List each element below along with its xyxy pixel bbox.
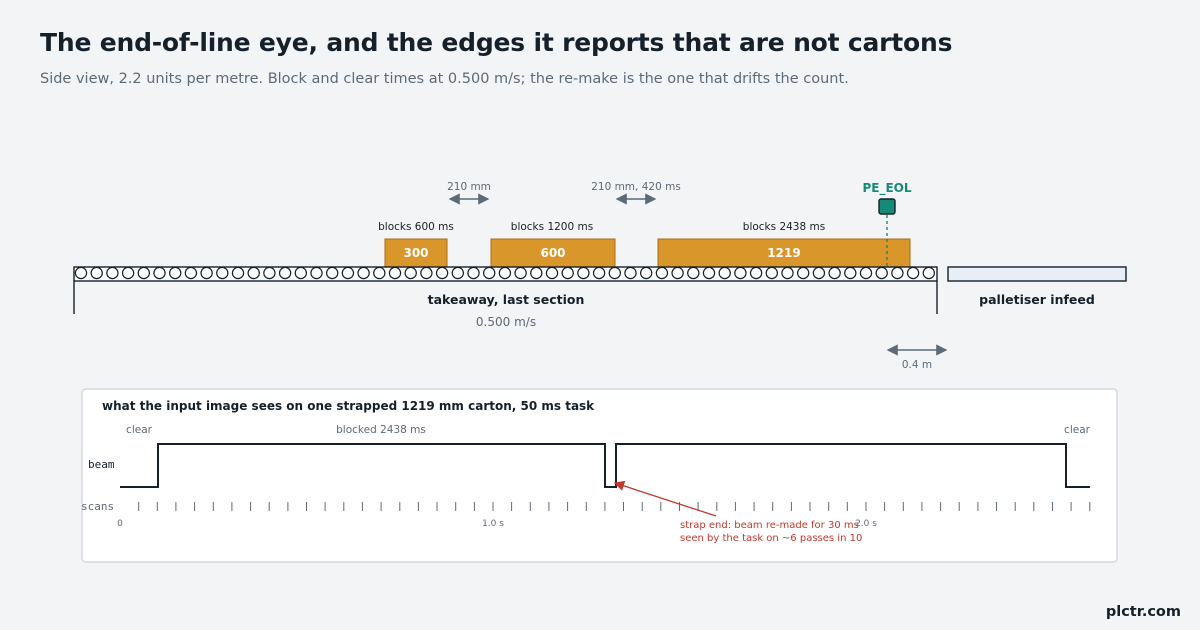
roller <box>624 266 637 280</box>
roller <box>326 266 339 280</box>
roller <box>530 266 543 280</box>
roller <box>545 266 559 280</box>
gap-label-2: 210 mm, 420 ms <box>591 181 681 193</box>
roller <box>74 266 88 280</box>
carton-block-label-2: blocks 1200 ms <box>511 221 593 233</box>
axis-tick-0: 0 <box>117 519 123 529</box>
roller <box>797 266 810 280</box>
scans-label: scans <box>81 500 114 513</box>
clear-label-left: clear <box>126 424 153 436</box>
roller <box>435 266 449 280</box>
roller <box>577 266 590 280</box>
roller <box>812 266 826 280</box>
roller <box>168 266 182 280</box>
roller <box>247 266 260 280</box>
roller <box>859 266 873 280</box>
roller <box>906 266 920 280</box>
roller <box>216 266 229 280</box>
roller <box>106 266 119 280</box>
roller <box>184 266 198 280</box>
roller <box>278 266 292 280</box>
clear-label-right: clear <box>1064 424 1091 436</box>
speed-label: 0.500 m/s <box>476 315 536 329</box>
strap-annotation-arrow <box>613 480 717 517</box>
carton-2 <box>490 238 616 268</box>
axis-tick-2s: 2.0 s <box>855 519 877 529</box>
carton-length-label-1: 300 <box>403 246 428 260</box>
strap-note-line1: strap end: beam re-made for 30 ms <box>680 520 859 531</box>
strap-note-line2: seen by the task on ~6 passes in 10 <box>680 533 862 544</box>
roller <box>828 266 841 280</box>
roller <box>153 266 166 280</box>
conveyor-rollers <box>74 266 936 280</box>
carton-1 <box>384 238 448 268</box>
roller <box>875 266 888 280</box>
carton-block-label-3: blocks 2438 ms <box>743 221 825 233</box>
roller <box>137 266 150 280</box>
roller <box>483 266 496 280</box>
roller <box>294 266 307 280</box>
palletiser-infeed <box>947 266 1127 282</box>
roller <box>420 266 433 280</box>
carton-block-label-1: blocks 600 ms <box>378 221 454 233</box>
roller <box>404 266 417 280</box>
page-title: The end-of-line eye, and the edges it re… <box>40 28 953 57</box>
brand-label: plctr.com <box>1105 604 1181 620</box>
takeaway-label: takeaway, last section <box>428 292 585 307</box>
roller <box>357 266 370 280</box>
roller <box>231 266 245 280</box>
roller <box>608 266 622 280</box>
roller <box>749 266 763 280</box>
offset-label: 0.4 m <box>902 359 932 371</box>
page-subtitle: Side view, 2.2 units per metre. Block an… <box>40 71 849 87</box>
roller <box>561 266 574 280</box>
gap-label-1: 210 mm <box>447 181 491 193</box>
roller <box>781 266 794 280</box>
carton-length-label-2: 600 <box>540 246 565 260</box>
roller <box>734 266 747 280</box>
roller <box>498 266 512 280</box>
roller <box>844 266 857 280</box>
timing-panel <box>81 388 1118 563</box>
roller <box>891 266 904 280</box>
roller <box>922 266 936 280</box>
roller <box>671 266 684 280</box>
axis-tick-1s: 1.0 s <box>482 519 504 529</box>
roller <box>592 266 606 280</box>
blocked-label: blocked 2438 ms <box>336 424 426 436</box>
roller <box>514 266 527 280</box>
roller <box>90 266 103 280</box>
timing-panel-title: what the input image sees on one strappe… <box>102 399 595 413</box>
roller <box>640 266 653 280</box>
roller <box>702 266 716 280</box>
scan-ticks <box>138 502 1091 511</box>
beam-label: beam <box>88 458 115 471</box>
carton-3 <box>657 238 911 268</box>
roller <box>765 266 779 280</box>
roller <box>341 266 355 280</box>
roller <box>655 266 669 280</box>
roller <box>718 266 731 280</box>
sensor-label: PE_EOL <box>862 181 911 196</box>
roller <box>310 266 323 280</box>
roller <box>263 266 276 280</box>
roller <box>388 266 402 280</box>
roller <box>200 266 213 280</box>
beam-waveform <box>120 443 1090 488</box>
carton-length-label-3: 1219 <box>767 246 800 260</box>
roller <box>451 266 464 280</box>
roller <box>687 266 700 280</box>
roller <box>121 266 135 280</box>
infeed-label: palletiser infeed <box>979 292 1095 307</box>
photo-eye-icon <box>878 198 896 215</box>
roller <box>467 266 480 280</box>
roller <box>373 266 386 280</box>
